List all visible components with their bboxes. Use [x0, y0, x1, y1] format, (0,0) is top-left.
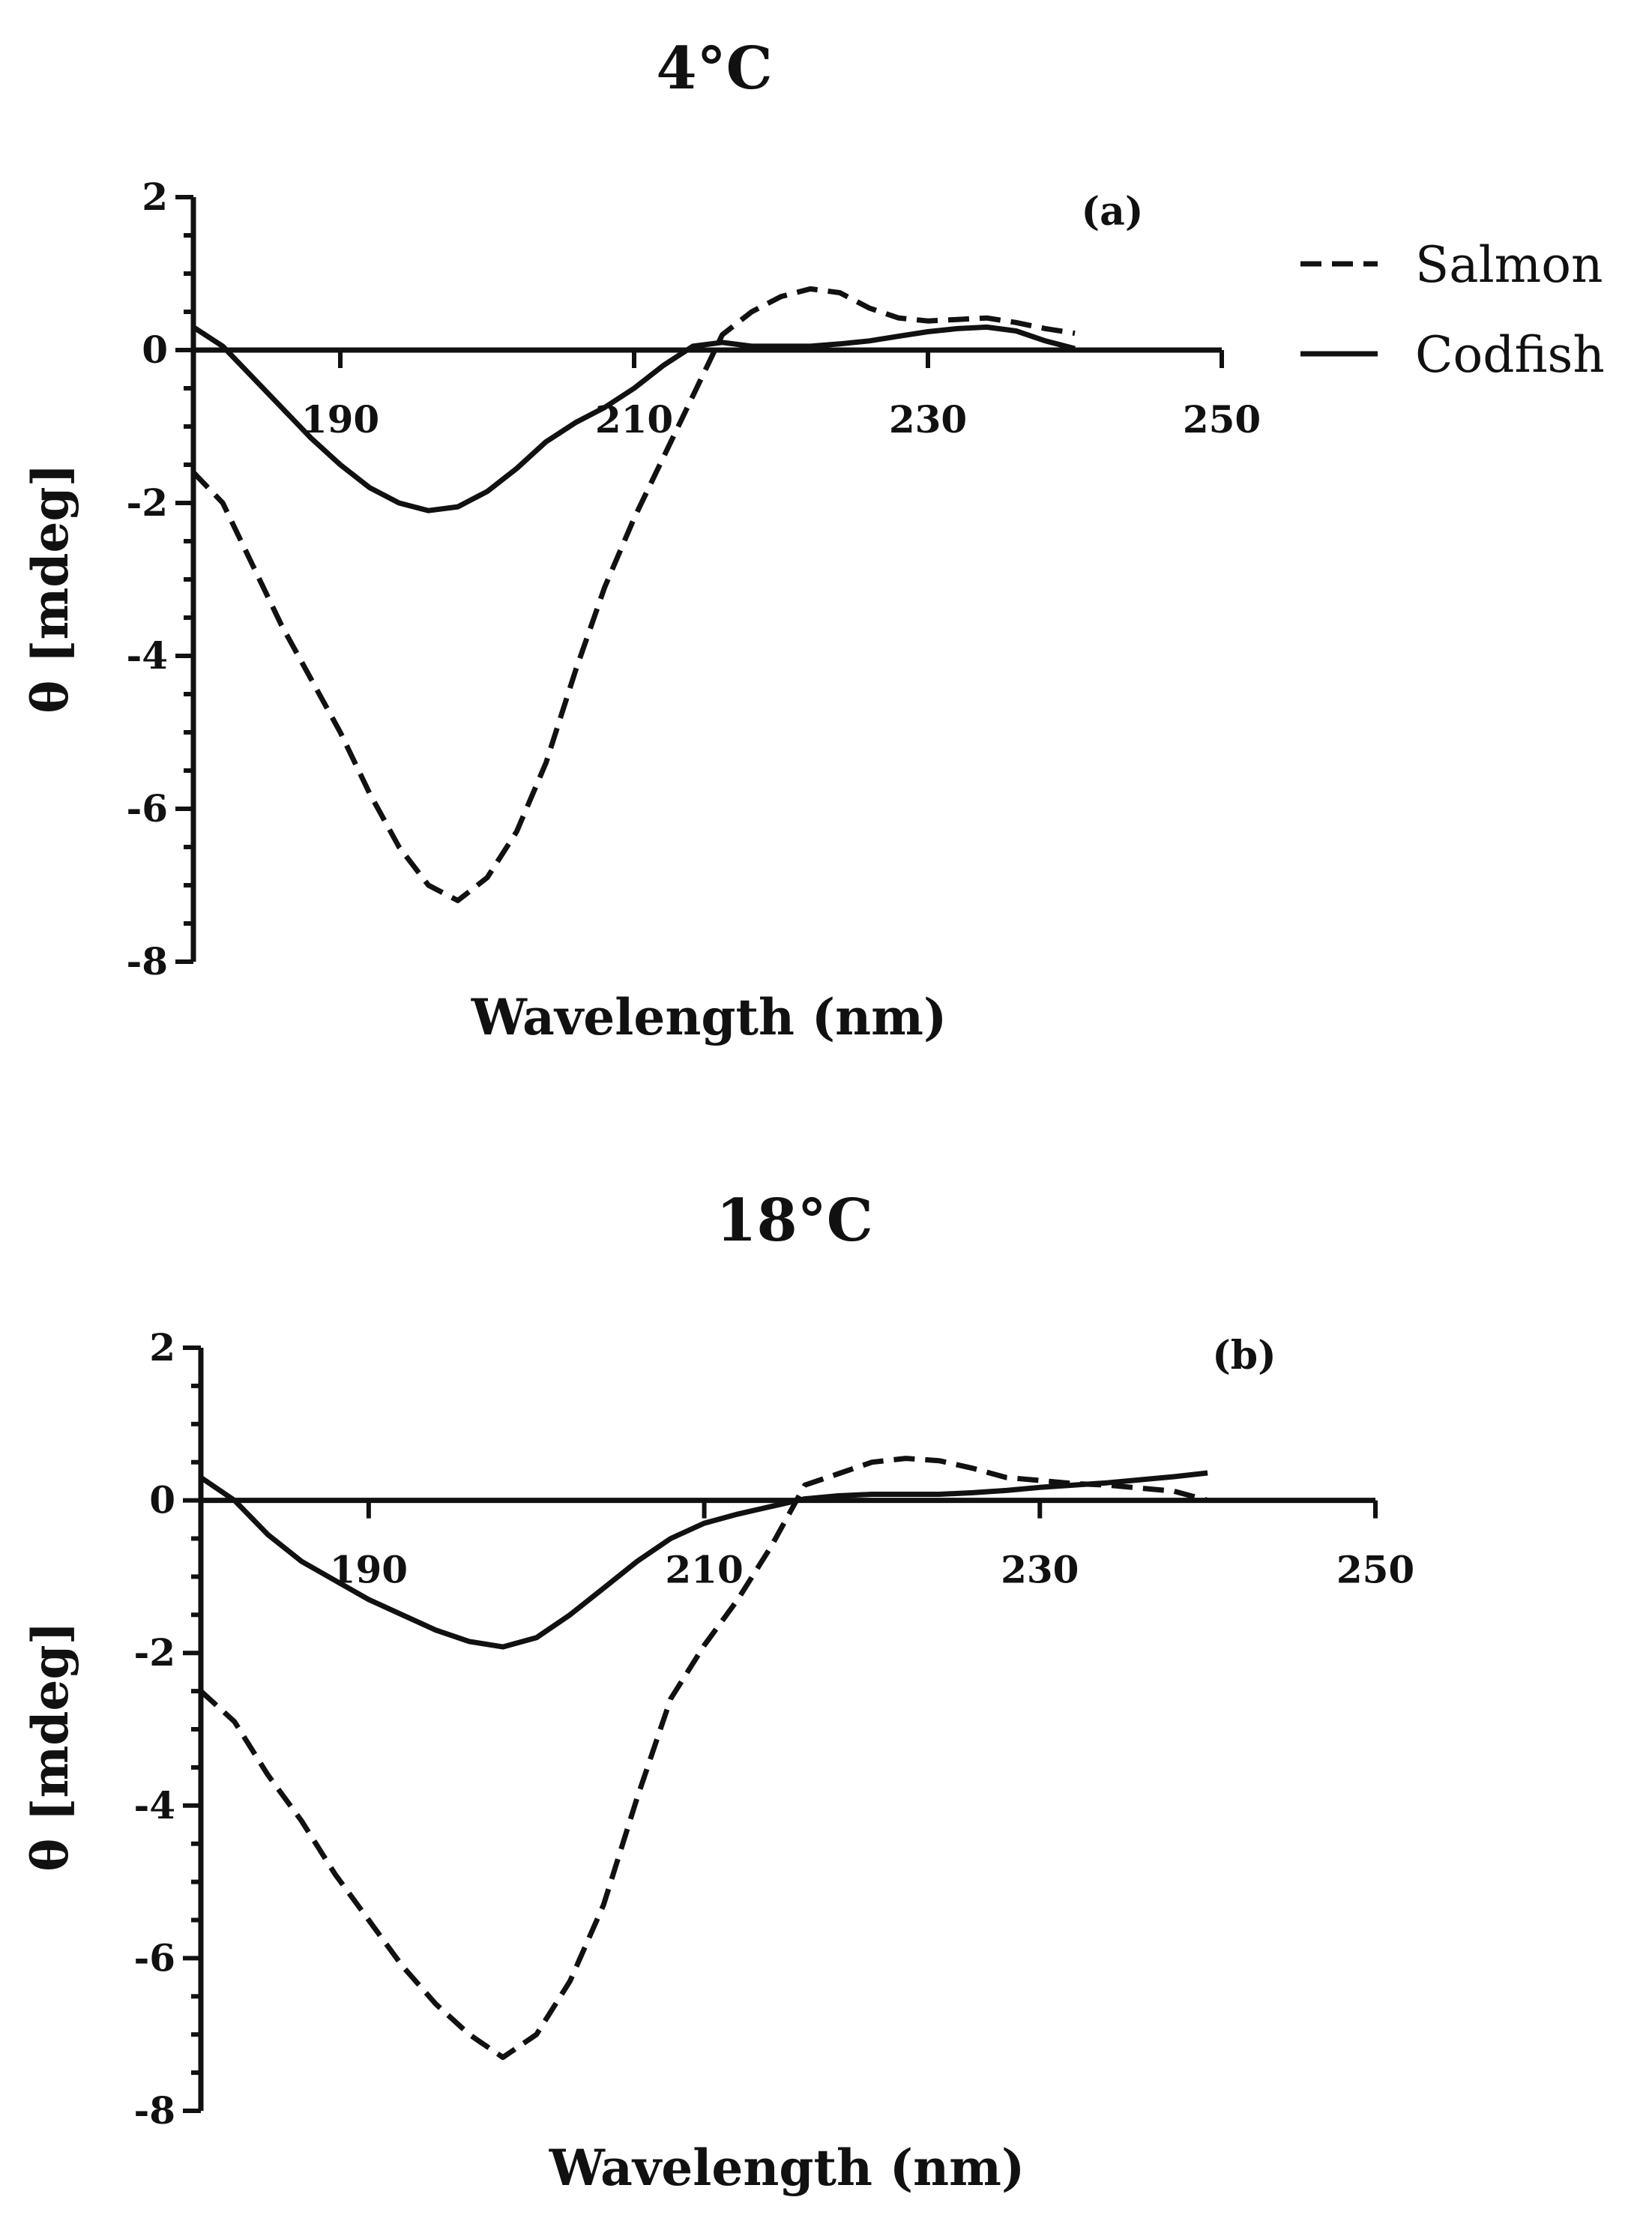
series-line-salmon: [191, 286, 1076, 903]
legend: Salmon Codfish: [1300, 236, 1605, 384]
x-tick-label: 250: [1183, 397, 1261, 442]
y-tick-label: -4: [126, 633, 168, 678]
chart-title: 4°C: [656, 34, 772, 103]
x-tick-label: 230: [1001, 1548, 1079, 1592]
series-line-codfish: [192, 324, 1076, 513]
panel-label: (a): [1082, 189, 1144, 235]
y-axis-label: θ [mdeg]: [21, 463, 79, 714]
y-tick-label: -4: [133, 1783, 175, 1827]
chart-title: 18°C: [716, 1187, 873, 1255]
chart-panel-b: 18°C (b) Wavelength (nm) θ [mdeg] 2 0 -2 -4…: [21, 1187, 1414, 2197]
series-line-codfish: [199, 1470, 1208, 1650]
y-tick-label: 0: [142, 328, 168, 372]
y-tick-label: -2: [126, 480, 168, 525]
chart-panel-a: 4°C (a) Wavelength (nm) θ [mdeg] 2 0 -2 -4 -…: [21, 34, 1261, 1046]
y-tick-label: -8: [126, 939, 168, 983]
y-tick-label: -8: [133, 2088, 175, 2133]
x-tick-label: 190: [301, 397, 379, 442]
x-tick-label: 210: [665, 1548, 743, 1592]
x-axis-label: Wavelength (nm): [549, 2139, 1025, 2197]
x-axis-label: Wavelength (nm): [471, 988, 947, 1046]
y-tick-label: 0: [149, 1478, 175, 1522]
y-axis-label: θ [mdeg]: [21, 1621, 79, 1872]
legend-label-salmon: Salmon: [1415, 236, 1603, 294]
panel-label: (b): [1212, 1333, 1276, 1378]
x-tick-label: 250: [1336, 1548, 1414, 1592]
x-tick-label: 230: [889, 397, 967, 442]
y-tick-label: 2: [149, 1325, 175, 1369]
series-line-salmon: [199, 1456, 1209, 2061]
legend-label-codfish: Codfish: [1415, 326, 1605, 384]
y-tick-label: 2: [142, 175, 168, 219]
y-tick-label: -6: [133, 1935, 175, 1980]
y-tick-label: -2: [133, 1630, 175, 1675]
y-tick-label: -6: [126, 786, 168, 831]
